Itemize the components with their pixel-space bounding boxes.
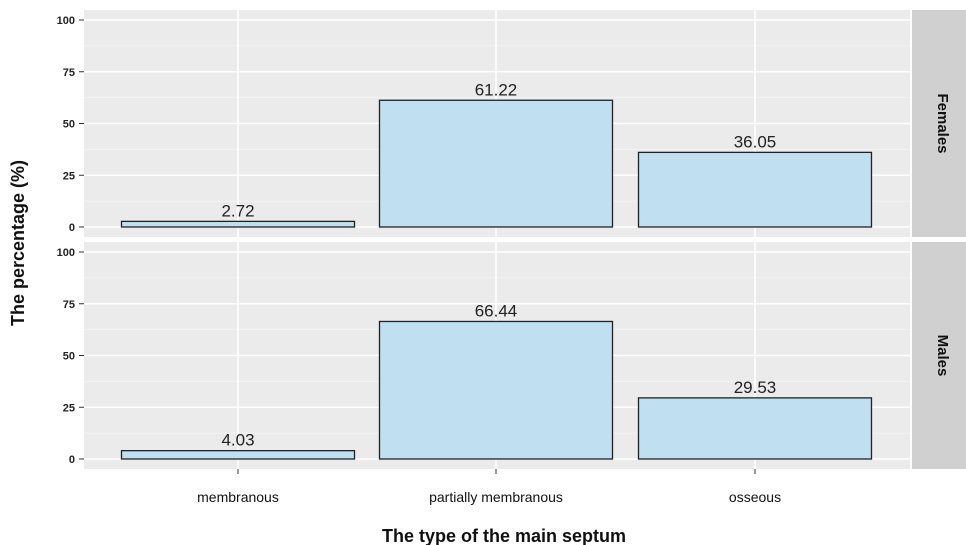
- x-tick-label: membranous: [197, 489, 279, 505]
- y-axis-title: The percentage (%): [8, 160, 28, 326]
- bar-data-label: 36.05: [734, 132, 777, 151]
- y-tick-label: 0: [69, 222, 75, 234]
- bar-partially-membranous: [378, 99, 614, 228]
- x-axis-tick-labels: membranous partially membranous osseous: [197, 469, 781, 505]
- facet-panel-females: 0 25 50 75 100 2.72 61.22 36.05 Females: [57, 10, 966, 237]
- y-tick-label: 25: [63, 402, 75, 414]
- x-axis-title: The type of the main septum: [382, 526, 626, 545]
- y-tick-label: 0: [69, 454, 75, 466]
- y-tick-label: 75: [63, 299, 75, 311]
- bar-data-label: 2.72: [221, 201, 254, 220]
- x-tick-label: partially membranous: [429, 489, 563, 505]
- bar-partially-membranous: [378, 320, 614, 460]
- facet-panels: 0 25 50 75 100 2.72 61.22 36.05 Females 0 25 50 75 10…: [57, 10, 966, 469]
- bar-membranous: [120, 220, 356, 228]
- x-tick-label: osseous: [729, 489, 781, 505]
- bar-membranous: [120, 450, 356, 460]
- y-tick-label: 50: [63, 351, 75, 363]
- facet-strip: [912, 10, 966, 237]
- bar-osseous: [637, 397, 873, 460]
- bar-data-label: 4.03: [221, 431, 254, 450]
- bar-data-label: 66.44: [475, 301, 518, 320]
- y-tick-label: 100: [57, 15, 75, 27]
- bar-osseous: [637, 151, 873, 228]
- facet-strip-label: Females: [934, 93, 951, 153]
- y-tick-label: 75: [63, 67, 75, 79]
- facet-panel-males: 0 25 50 75 100 4.03 66.44 29.53 Males: [57, 242, 966, 469]
- bar-data-label: 61.22: [475, 80, 518, 99]
- y-tick-label: 50: [63, 119, 75, 131]
- facet-strip-label: Males: [934, 335, 951, 377]
- y-tick-label: 25: [63, 170, 75, 182]
- y-tick-label: 100: [57, 247, 75, 259]
- bar-data-label: 29.53: [734, 378, 777, 397]
- facet-strip: [912, 242, 966, 469]
